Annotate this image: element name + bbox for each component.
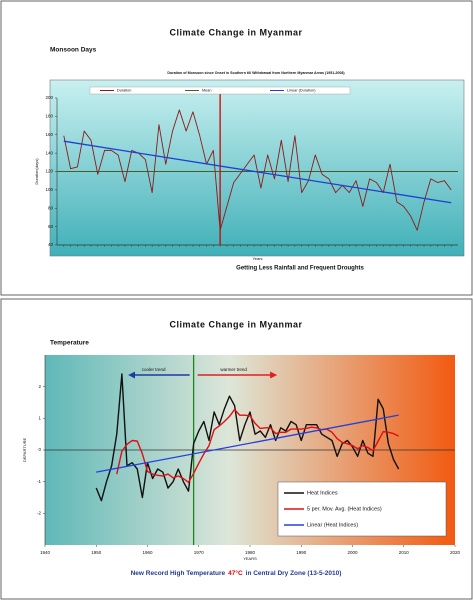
x-tick-label: 2010 bbox=[399, 550, 410, 555]
y-tick-label: 140 bbox=[45, 150, 53, 155]
y-tick-label: 160 bbox=[45, 132, 53, 137]
slide-title: Climate Change in Myanmar bbox=[169, 319, 302, 329]
y-tick-label: 180 bbox=[45, 114, 53, 119]
legend-box bbox=[89, 86, 351, 95]
x-tick-label: 1970 bbox=[194, 550, 205, 555]
legend-label: 5 per. Mov. Avg. (Heat Indices) bbox=[307, 506, 382, 512]
x-tick-label: 1990 bbox=[296, 550, 307, 555]
annotation: New Record High Temperature 47°C in Centra… bbox=[131, 569, 342, 577]
y-tick-label: -2 bbox=[37, 511, 41, 516]
trend-line bbox=[63, 140, 452, 204]
trend-line bbox=[96, 414, 399, 473]
slide-title: Climate Change in Myanmar bbox=[169, 27, 302, 37]
x-tick-label: 2020 bbox=[450, 550, 461, 555]
slide-subtitle: Temperature bbox=[50, 340, 89, 347]
slide-subtitle: Monsoon Days bbox=[50, 47, 97, 54]
y-tick-label: 100 bbox=[45, 187, 53, 192]
x-tick-label: 1960 bbox=[142, 550, 153, 555]
y-tick-label: 1 bbox=[38, 416, 41, 421]
y-axis-label: DEPARTURE bbox=[22, 438, 27, 463]
x-tick-label: 1980 bbox=[245, 550, 256, 555]
legend-label: Linear (Heat Indices) bbox=[307, 522, 358, 528]
y-tick-label: 80 bbox=[48, 205, 54, 210]
legend-label: Duration bbox=[117, 89, 131, 93]
y-tick-label: 120 bbox=[45, 169, 53, 174]
x-axis-label: Years bbox=[252, 256, 262, 261]
y-tick-label: 60 bbox=[48, 224, 54, 229]
data-line bbox=[116, 408, 399, 483]
y-tick-label: 0 bbox=[38, 447, 41, 452]
x-tick-label: 1940 bbox=[40, 550, 51, 555]
y-axis-label: Duration(days) bbox=[34, 158, 39, 185]
x-axis-label: YEARS bbox=[243, 556, 257, 561]
legend-label: Mean bbox=[202, 89, 212, 93]
y-tick-label: 40 bbox=[48, 242, 54, 247]
legend-label: Heat Indices bbox=[307, 490, 338, 496]
arrow-label: cooler trend bbox=[142, 367, 166, 372]
y-tick-label: 200 bbox=[45, 95, 53, 100]
annotation-part: New Record High Temperature bbox=[131, 570, 226, 577]
chart-title: Duration of Monsoon since Onset in South… bbox=[167, 71, 345, 75]
legend-box bbox=[277, 481, 447, 537]
y-tick-label: 2 bbox=[38, 384, 41, 389]
annotation: Getting Less Rainfall and Frequent Droug… bbox=[236, 266, 364, 272]
annotation-part: 47°C bbox=[228, 569, 243, 577]
legend-label: Linear (Duration) bbox=[287, 89, 316, 93]
arrow-label: warmer trend bbox=[220, 367, 247, 372]
x-tick-label: 2000 bbox=[347, 550, 358, 555]
x-tick-label: 1950 bbox=[91, 550, 102, 555]
annotation-part: in Central Dry Zone (13-5-2010) bbox=[246, 570, 342, 577]
y-tick-label: -1 bbox=[37, 479, 41, 484]
